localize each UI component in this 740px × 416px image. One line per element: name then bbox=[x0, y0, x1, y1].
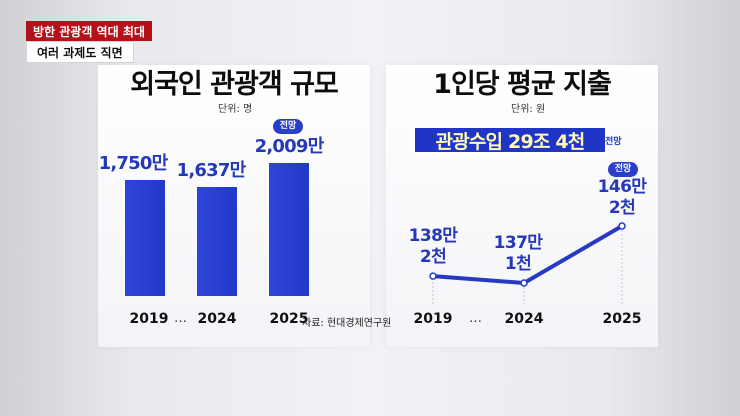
line-forecast-badge: 전망 bbox=[608, 162, 638, 177]
line-value-label-2024: 137만 1천 bbox=[491, 233, 545, 275]
bar-value-label-2025: 2,009만 bbox=[254, 135, 325, 157]
line-value-label-2025-sub: 2천 bbox=[608, 198, 636, 218]
line-x-tick-2024: 2024 bbox=[504, 311, 544, 327]
bar-2019 bbox=[125, 179, 165, 296]
bar-2024 bbox=[197, 187, 237, 296]
bar-x-tick-2019: 2019 bbox=[129, 311, 169, 327]
line-x-tick-2019: 2019 bbox=[413, 311, 453, 327]
right-chart-panel bbox=[386, 65, 658, 347]
spending-point-2025 bbox=[618, 222, 626, 230]
line-value-label-2025-main: 146만 bbox=[597, 177, 647, 197]
spending-point-2019 bbox=[429, 272, 437, 280]
spending-point-2024 bbox=[520, 279, 528, 287]
line-value-label-2025: 146만 2천 bbox=[595, 177, 649, 219]
bar-2025 bbox=[269, 162, 309, 296]
left-chart-unit: 단위: 명 bbox=[218, 104, 253, 115]
subhead-tag: 여러 과제도 직면 bbox=[26, 41, 134, 63]
line-x-ellipsis: … bbox=[469, 311, 482, 326]
tourism-revenue-forecast-note: 전망 bbox=[605, 137, 622, 147]
right-chart-title: 1인당 평균 지출 bbox=[433, 69, 612, 100]
bar-value-label-2019: 1,750만 bbox=[98, 152, 169, 174]
line-value-label-2019-sub: 2천 bbox=[419, 247, 447, 267]
line-x-tick-2025: 2025 bbox=[602, 311, 642, 327]
line-value-label-2024-sub: 1천 bbox=[504, 254, 532, 274]
source-note: 자료: 현대경제연구원 bbox=[302, 318, 392, 329]
line-value-label-2024-main: 137만 bbox=[493, 233, 543, 253]
line-value-label-2019-main: 138만 bbox=[408, 226, 458, 246]
left-chart-title: 외국인 관광객 규모 bbox=[130, 69, 339, 100]
line-value-label-2019: 138만 2천 bbox=[406, 226, 460, 268]
right-chart-unit: 단위: 원 bbox=[511, 104, 546, 115]
tourism-revenue-banner: 관광수입 29조 4천 bbox=[413, 126, 607, 154]
bar-x-tick-2024: 2024 bbox=[197, 311, 237, 327]
bar-value-label-2024: 1,637만 bbox=[176, 160, 247, 182]
bar-forecast-badge: 전망 bbox=[273, 119, 303, 134]
bar-x-tick-2025: 2025 bbox=[269, 311, 309, 327]
bar-x-ellipsis: … bbox=[174, 311, 187, 326]
headline-tag: 방한 관광객 역대 최대 bbox=[26, 21, 152, 41]
